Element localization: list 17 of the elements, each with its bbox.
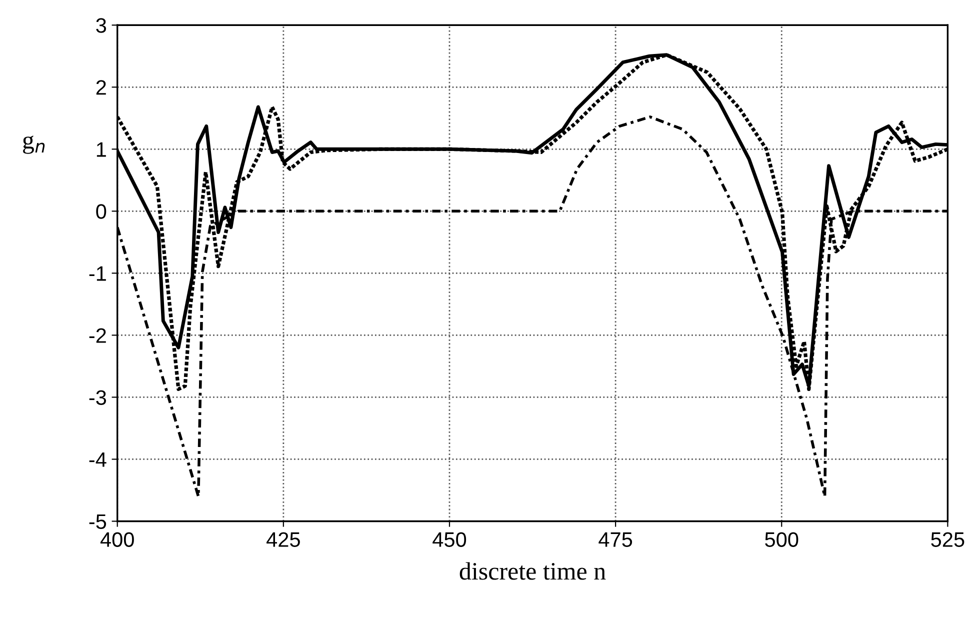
- y-tick-label: 3: [96, 18, 106, 33]
- x-tick-label: 450: [432, 532, 466, 547]
- y-tick-label: 0: [96, 204, 106, 219]
- x-tick-label: 425: [266, 532, 300, 547]
- x-tick-label: 475: [598, 532, 632, 547]
- x-tick-label: 525: [931, 532, 964, 547]
- y-tick-label: -5: [89, 514, 106, 529]
- x-axis-title: discrete time n: [460, 562, 606, 580]
- y-tick-label: -3: [89, 390, 106, 405]
- x-tick-label: 500: [765, 532, 798, 547]
- y-axis-title: g$_{n}$: [23, 136, 45, 154]
- y-tick-label: -1: [89, 266, 106, 281]
- y-tick-label: -4: [89, 452, 106, 467]
- y-tick-label: -2: [89, 328, 106, 343]
- y-tick-label: 2: [96, 80, 106, 95]
- y-tick-label: 1: [96, 142, 106, 157]
- x-tick-label: 400: [100, 532, 134, 547]
